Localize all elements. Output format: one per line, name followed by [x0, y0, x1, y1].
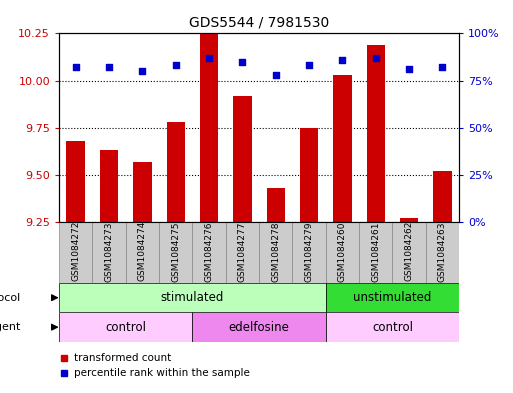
Text: GDS5544 / 7981530: GDS5544 / 7981530: [189, 16, 329, 30]
Text: GSM1084275: GSM1084275: [171, 221, 180, 281]
Bar: [100, 151, 118, 222]
Point: [371, 55, 380, 61]
Point: [71, 64, 80, 70]
Point: [305, 62, 313, 69]
Bar: [426, 222, 459, 283]
Bar: [333, 75, 351, 222]
Text: edelfosine: edelfosine: [229, 321, 289, 334]
Bar: [59, 312, 192, 342]
Bar: [433, 171, 451, 222]
Point: [338, 57, 346, 63]
Text: GSM1084277: GSM1084277: [238, 221, 247, 281]
Bar: [326, 283, 459, 312]
Bar: [300, 128, 318, 222]
Bar: [59, 222, 92, 283]
Bar: [200, 0, 218, 222]
Text: GSM1084261: GSM1084261: [371, 221, 380, 281]
Bar: [167, 122, 185, 222]
Text: percentile rank within the sample: percentile rank within the sample: [74, 368, 250, 378]
Bar: [359, 222, 392, 283]
Text: GSM1084274: GSM1084274: [138, 221, 147, 281]
Point: [438, 64, 446, 70]
Bar: [192, 222, 226, 283]
Text: stimulated: stimulated: [161, 291, 224, 304]
Text: control: control: [105, 321, 146, 334]
Text: GSM1084276: GSM1084276: [205, 221, 213, 281]
Bar: [226, 222, 259, 283]
Bar: [367, 45, 385, 222]
Bar: [292, 222, 326, 283]
Text: control: control: [372, 321, 413, 334]
Bar: [233, 95, 251, 222]
Text: GSM1084273: GSM1084273: [105, 221, 113, 281]
Text: GSM1084279: GSM1084279: [305, 221, 313, 281]
Bar: [392, 222, 426, 283]
Bar: [92, 222, 126, 283]
Text: GSM1084262: GSM1084262: [405, 221, 413, 281]
Point: [405, 66, 413, 72]
Text: agent: agent: [0, 322, 21, 332]
Bar: [400, 218, 418, 222]
Text: transformed count: transformed count: [74, 353, 172, 363]
Bar: [259, 222, 292, 283]
Bar: [67, 141, 85, 222]
Point: [205, 55, 213, 61]
Point: [238, 59, 246, 65]
Bar: [159, 222, 192, 283]
Bar: [192, 312, 326, 342]
Bar: [133, 162, 151, 222]
Point: [105, 64, 113, 70]
Text: GSM1084272: GSM1084272: [71, 221, 80, 281]
Bar: [267, 188, 285, 222]
Point: [171, 62, 180, 69]
Text: protocol: protocol: [0, 293, 21, 303]
Bar: [126, 222, 159, 283]
Bar: [326, 222, 359, 283]
Bar: [326, 312, 459, 342]
Text: unstimulated: unstimulated: [353, 291, 431, 304]
Point: [271, 72, 280, 78]
Bar: [59, 283, 326, 312]
Text: GSM1084263: GSM1084263: [438, 221, 447, 281]
Point: [138, 68, 146, 74]
Text: GSM1084278: GSM1084278: [271, 221, 280, 281]
Text: GSM1084260: GSM1084260: [338, 221, 347, 281]
